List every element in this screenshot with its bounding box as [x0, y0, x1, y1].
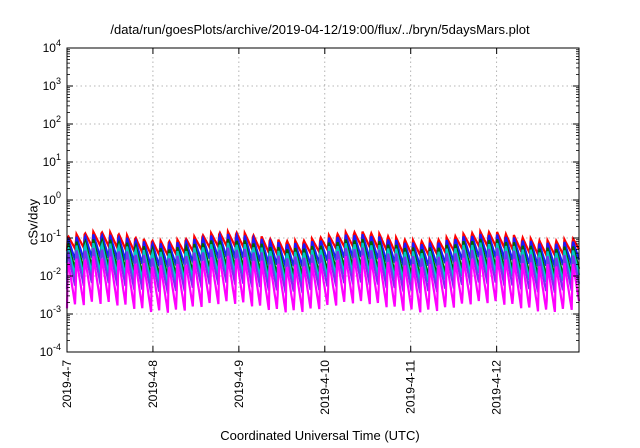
x-tick-label: 2019-4-7	[60, 360, 74, 408]
x-tick-label: 2019-4-9	[232, 360, 246, 408]
series-line	[65, 231, 581, 268]
grid-lines	[67, 48, 579, 352]
x-tick-label: 2019-4-11	[404, 360, 418, 414]
y-tick-label: 10-3	[40, 304, 61, 321]
y-tick-label: 10-4	[40, 342, 61, 359]
x-tick-label: 2019-4-8	[146, 360, 160, 408]
x-axis-label: Coordinated Universal Time (UTC)	[220, 428, 420, 443]
y-tick-label: 100	[43, 190, 61, 207]
series-line	[65, 240, 581, 285]
y-tick-label: 103	[43, 76, 61, 93]
series-group	[65, 227, 581, 313]
y-tick-label: 10-2	[40, 266, 61, 283]
series-line	[65, 255, 581, 313]
y-tick-label: 10-1	[40, 228, 61, 245]
x-tick-label: 2019-4-12	[490, 360, 504, 415]
y-tick-label: 102	[43, 114, 61, 131]
y-tick-label: 104	[43, 38, 61, 55]
y-tick-label: 101	[43, 152, 61, 169]
series-line	[65, 237, 581, 278]
chart-title: /data/run/goesPlots/archive/2019-04-12/1…	[110, 22, 530, 37]
series-line	[65, 247, 581, 294]
series-line	[65, 227, 580, 260]
x-tick-label: 2019-4-10	[318, 360, 332, 415]
axis-ticks: 10-4 10-3 10-2 10-1 100 101 102 103 104 2019-4-7 2…	[40, 38, 579, 415]
